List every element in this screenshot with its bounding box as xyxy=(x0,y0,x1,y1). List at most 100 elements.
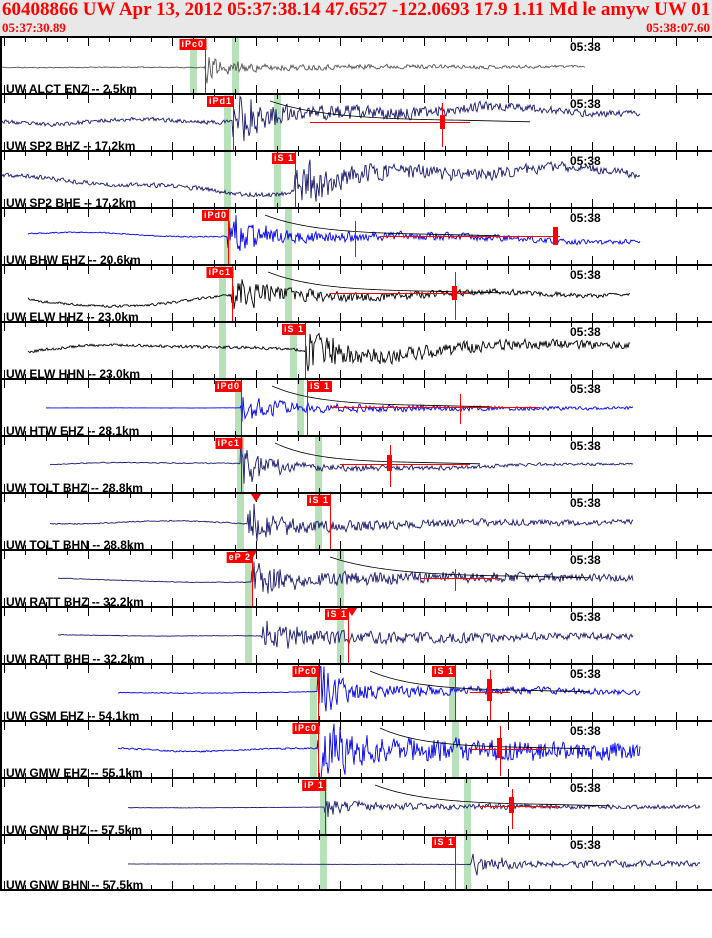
panel-left-border xyxy=(0,551,2,606)
phase-window-band xyxy=(297,380,304,435)
coda-marker-line xyxy=(355,221,356,257)
phase-pick-label[interactable]: eP 2 xyxy=(226,552,253,563)
phase-pick-line[interactable] xyxy=(330,494,331,549)
coda-amplitude-line xyxy=(340,464,470,465)
phase-pick-label[interactable]: iS 1 xyxy=(306,495,331,506)
channel-label: UW ELW HHZ -- 23.0km xyxy=(6,310,139,321)
phase-pick-line[interactable] xyxy=(241,437,242,492)
phase-pick-label[interactable]: iPc0 xyxy=(179,39,206,50)
phase-pick-line[interactable] xyxy=(252,551,253,606)
trace-panel[interactable]: iPc0 iS 1 05:38 UW GSM EHZ -- 54.1km xyxy=(0,663,712,720)
waveform-trace xyxy=(27,279,631,310)
channel-label: UW GNW BHZ -- 57.5km xyxy=(6,823,143,834)
minute-time-label: 05:38 xyxy=(570,838,601,852)
phase-window-band xyxy=(224,209,231,264)
trace-panel[interactable]: iPc1 05:38 UW ELW HHZ -- 23.0km xyxy=(0,264,712,321)
phase-pick-line[interactable] xyxy=(295,152,296,207)
phase-window-band xyxy=(237,437,244,492)
coda-amplitude-box xyxy=(487,679,492,701)
phase-pick-label[interactable]: iS 1 xyxy=(271,153,296,164)
phase-pick-label[interactable]: iPd0 xyxy=(201,210,229,221)
coda-amplitude-line xyxy=(420,578,500,579)
coda-decay-curve xyxy=(264,214,501,237)
trace-panel[interactable]: iPd1 05:38 UW SP2 BHZ -- 17.2km xyxy=(0,93,712,150)
trace-panel[interactable]: iPd0 iS 1 05:38 UW HTW EHZ -- 28.1km xyxy=(0,378,712,435)
channel-label: UW GNW BHN -- 57.5km xyxy=(6,878,144,891)
phase-pick-label[interactable]: iPd1 xyxy=(206,96,234,107)
panel-left-border xyxy=(0,608,2,663)
waveform-trace xyxy=(49,503,634,542)
trace-panel[interactable]: iS 1 05:38 UW TOLT BHN -- 28.8km xyxy=(0,492,712,549)
phase-pick-line[interactable] xyxy=(325,779,326,834)
minute-time-label: 05:38 xyxy=(570,724,601,738)
phase-pick-line[interactable] xyxy=(455,836,456,889)
window-start-time: 05:37:30.89 xyxy=(2,20,66,35)
minute-time-label: 05:38 xyxy=(570,268,601,282)
phase-pick-line[interactable] xyxy=(205,38,206,93)
coda-decay-curve xyxy=(329,556,591,579)
trace-panel[interactable]: iPc0 05:38 UW GMW EHZ -- 55.1km xyxy=(0,720,712,777)
phase-pick-line[interactable] xyxy=(348,608,349,663)
trace-panel[interactable]: iPd0 05:38 UW BHW EHZ -- 20.6km xyxy=(0,207,712,264)
phase-pick-label[interactable]: iP 1 xyxy=(302,780,326,791)
phase-pick-label[interactable]: iPc1 xyxy=(206,267,233,278)
channel-label: UW BHW EHZ -- 20.6km xyxy=(6,253,141,264)
trace-panel[interactable]: iS 1 05:38 UW ELW HHN -- 23.0km xyxy=(0,321,712,378)
waveform-trace xyxy=(1,95,641,142)
phase-window-band xyxy=(245,551,252,606)
phase-window-band xyxy=(219,266,226,321)
coda-amplitude-line xyxy=(310,122,470,123)
pick-triangle-marker xyxy=(247,551,257,559)
phase-pick-line[interactable] xyxy=(307,380,308,435)
waveform-trace xyxy=(117,665,641,712)
coda-marker-line xyxy=(455,569,456,591)
panel-left-border xyxy=(0,38,2,93)
phase-pick-label[interactable]: iS 1 xyxy=(324,609,349,620)
trace-panel[interactable]: eP 2 05:38 UW RATT BHZ -- 32.2km xyxy=(0,549,712,606)
panel-left-border xyxy=(0,266,2,321)
phase-pick-label[interactable]: iPd0 xyxy=(214,381,242,392)
trace-panel[interactable]: iS 1 05:38 UW RATT BHE -- 32.2km xyxy=(0,606,712,663)
panel-left-border xyxy=(0,494,2,549)
phase-pick-label[interactable]: iPc1 xyxy=(215,438,242,449)
trace-panel[interactable]: iP 1 05:38 UW GNW BHZ -- 57.5km xyxy=(0,777,712,834)
waveform-trace xyxy=(117,723,641,777)
coda-amplitude-line xyxy=(330,407,540,408)
phase-window-band xyxy=(290,323,297,378)
phase-pick-label[interactable]: iS 1 xyxy=(308,381,333,392)
channel-label: UW TOLT BHZ -- 28.8km xyxy=(6,481,143,492)
phase-pick-label[interactable]: iPc0 xyxy=(292,666,319,677)
phase-window-band xyxy=(449,665,456,720)
phase-pick-line[interactable] xyxy=(455,665,456,720)
phase-pick-label[interactable]: iS 1 xyxy=(431,666,456,677)
coda-decay-curve xyxy=(269,100,531,123)
trace-panel[interactable]: iPc0 05:38 UW ALCT ENZ -- 2.5km xyxy=(0,36,712,93)
phase-pick-label[interactable]: iS 1 xyxy=(431,837,456,848)
phase-window-band xyxy=(315,437,322,492)
panel-left-border xyxy=(0,95,2,150)
phase-pick-label[interactable]: iS 1 xyxy=(281,324,306,335)
phase-pick-line[interactable] xyxy=(305,323,306,378)
phase-window-band xyxy=(320,779,327,834)
trace-panel[interactable]: iPc1 05:38 UW TOLT BHZ -- 28.8km xyxy=(0,435,712,492)
trace-panel[interactable]: iS 1 05:38 UW SP2 BHE -- 17.2km xyxy=(0,150,712,207)
channel-label: UW GMW EHZ -- 55.1km xyxy=(6,766,143,777)
phase-pick-line[interactable] xyxy=(318,665,319,720)
waveform-trace xyxy=(57,620,634,649)
phase-pick-line[interactable] xyxy=(228,209,229,264)
minute-time-label: 05:38 xyxy=(570,325,601,339)
minute-time-label: 05:38 xyxy=(570,610,601,624)
phase-window-band xyxy=(285,266,292,321)
phase-pick-line[interactable] xyxy=(241,380,242,435)
coda-amplitude-line xyxy=(380,236,560,237)
phase-window-band xyxy=(464,779,471,834)
phase-pick-line[interactable] xyxy=(232,266,233,321)
coda-amplitude-box xyxy=(509,797,514,813)
channel-label: UW TOLT BHN -- 28.8km xyxy=(6,538,145,549)
trace-panel[interactable]: iS 1 05:38 UW GNW BHN -- 57.5km xyxy=(0,834,712,891)
phase-pick-line[interactable] xyxy=(233,95,234,150)
phase-pick-line[interactable] xyxy=(318,722,319,777)
phase-pick-label[interactable]: iPc0 xyxy=(292,723,319,734)
minute-time-label: 05:38 xyxy=(570,781,601,795)
